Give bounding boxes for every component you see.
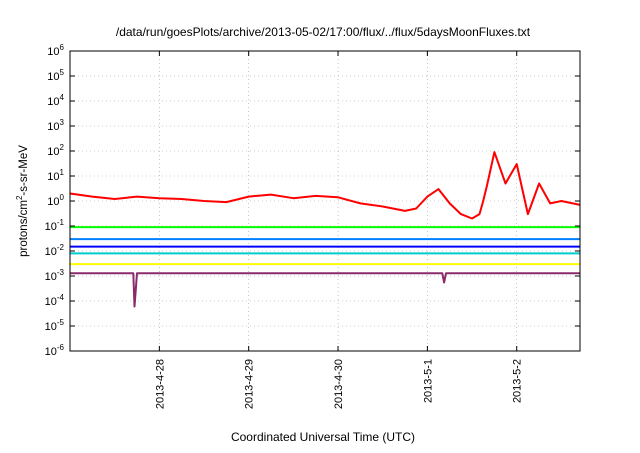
x-axis-ticks: 2013-4-28 2013-4-29 2013-4-30 2013-5-1 2013-… [154,51,524,409]
y-axis-ticks: 10-6 10-5 10-4 10-3 10-2 10-1 100 101 102 103 104 1… [45,43,580,358]
y-tick-label: 106 [47,43,64,58]
x-tick-label: 2013-5-1 [422,359,434,403]
y-axis-label: protons/cm2-s-sr-MeV [15,145,30,257]
grid [70,51,580,351]
x-tick-label: 2013-4-29 [244,359,256,409]
x-tick-label: 2013-4-30 [333,359,345,409]
y-tick-label: 10-6 [45,343,65,358]
chart-title: /data/run/goesPlots/archive/2013-05-02/1… [116,25,531,39]
y-tick-label: 10-1 [45,218,65,233]
y-tick-label: 10-4 [45,293,65,308]
y-tick-label: 104 [47,93,64,108]
y-tick-label: 10-5 [45,318,65,333]
y-tick-label: 102 [47,143,64,158]
y-tick-label: 105 [47,68,64,83]
y-tick-label: 101 [47,168,64,183]
series-layer [69,151,581,308]
y-tick-label: 100 [47,193,64,208]
x-axis-label: Coordinated Universal Time (UTC) [231,430,415,444]
series-line [70,272,580,308]
y-tick-label: 10-2 [45,243,65,258]
y-tick-label: 10-3 [45,268,65,283]
x-tick-label: 2013-5-2 [512,359,524,403]
x-tick-label: 2013-4-28 [154,359,166,409]
y-tick-label: 103 [47,118,64,133]
series-line [69,151,581,220]
